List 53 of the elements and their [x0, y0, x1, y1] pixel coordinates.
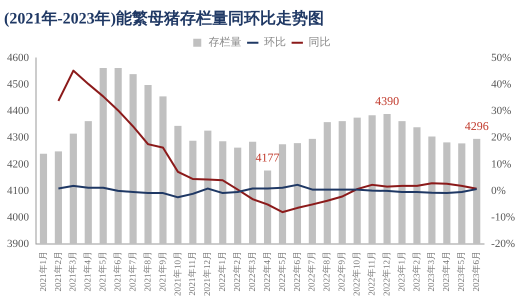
legend-label: 存栏量 [208, 36, 242, 49]
y2-tick-label: 30% [491, 105, 512, 118]
y-tick-label: 4200 [7, 158, 30, 170]
y-tick-label: 4300 [7, 132, 30, 144]
y-tick-label: 4000 [7, 211, 30, 224]
x-tick-label: 2022年8月 [322, 251, 332, 292]
x-tick-label: 2021年1月 [38, 251, 48, 292]
x-tick-label: 2023年4月 [441, 251, 452, 292]
data-label: 4177 [256, 150, 280, 165]
x-tick-label: 2022年2月 [232, 251, 242, 292]
x-tick-label: 2022年10月 [352, 251, 362, 296]
x-tick-label: 2021年2月 [52, 251, 63, 292]
x-tick-label: 2022年5月 [276, 251, 287, 292]
x-tick-label: 2022年1月 [217, 251, 228, 292]
x-tick-label: 2022年11月 [366, 251, 376, 296]
x-tick-label: 2021年12月 [202, 251, 212, 296]
y-tick-label: 4600 [7, 52, 30, 64]
y2-tick-label: 50% [491, 52, 512, 64]
x-tick-label: 2023年1月 [396, 251, 406, 292]
y2-tick-label: -10% [491, 211, 515, 224]
y2-tick-label: 40% [491, 78, 512, 91]
chart-title: (2021年-2023年)能繁母猪存栏量同环比走势图 [4, 10, 324, 28]
x-tick-label: 2022年9月 [336, 251, 347, 292]
y2-tick-label: -20% [491, 238, 515, 250]
y2-tick-label: 10% [491, 158, 512, 170]
x-tick-label: 2022年4月 [262, 251, 272, 292]
x-tick-label: 2022年7月 [306, 251, 317, 292]
x-tick-label: 2022年12月 [381, 251, 392, 296]
y-tick-label: 3900 [7, 238, 30, 250]
x-tick-label: 2023年5月 [456, 251, 466, 292]
x-tick-label: 2021年11月 [187, 251, 198, 296]
x-tick-label: 2023年6月 [471, 251, 482, 292]
x-tick-label: 2021年5月 [98, 251, 108, 292]
data-label: 4296 [464, 119, 489, 134]
x-tick-label: 2021年3月 [68, 251, 78, 292]
legend-label: 同比 [308, 36, 330, 49]
y-tick-label: 4400 [7, 105, 30, 118]
x-tick-label: 2021年7月 [127, 251, 138, 292]
legend-label: 环比 [264, 36, 286, 49]
x-tick-label: 2021年9月 [157, 251, 168, 292]
x-tick-label: 2022年6月 [292, 251, 302, 292]
data-label: 4390 [375, 94, 400, 108]
y-tick-label: 4100 [7, 184, 30, 197]
x-tick-label: 2021年6月 [112, 251, 123, 292]
x-tick-label: 2022年3月 [246, 251, 257, 292]
y2-tick-label: 20% [491, 132, 512, 144]
x-tick-label: 2023年2月 [411, 251, 422, 292]
x-tick-label: 2021年10月 [172, 251, 182, 296]
y-tick-label: 4500 [7, 78, 30, 91]
x-tick-label: 2021年8月 [142, 251, 152, 292]
x-tick-label: 2021年4月 [82, 251, 93, 292]
x-tick-label: 2023年3月 [426, 251, 436, 292]
y2-tick-label: 0% [491, 184, 506, 197]
